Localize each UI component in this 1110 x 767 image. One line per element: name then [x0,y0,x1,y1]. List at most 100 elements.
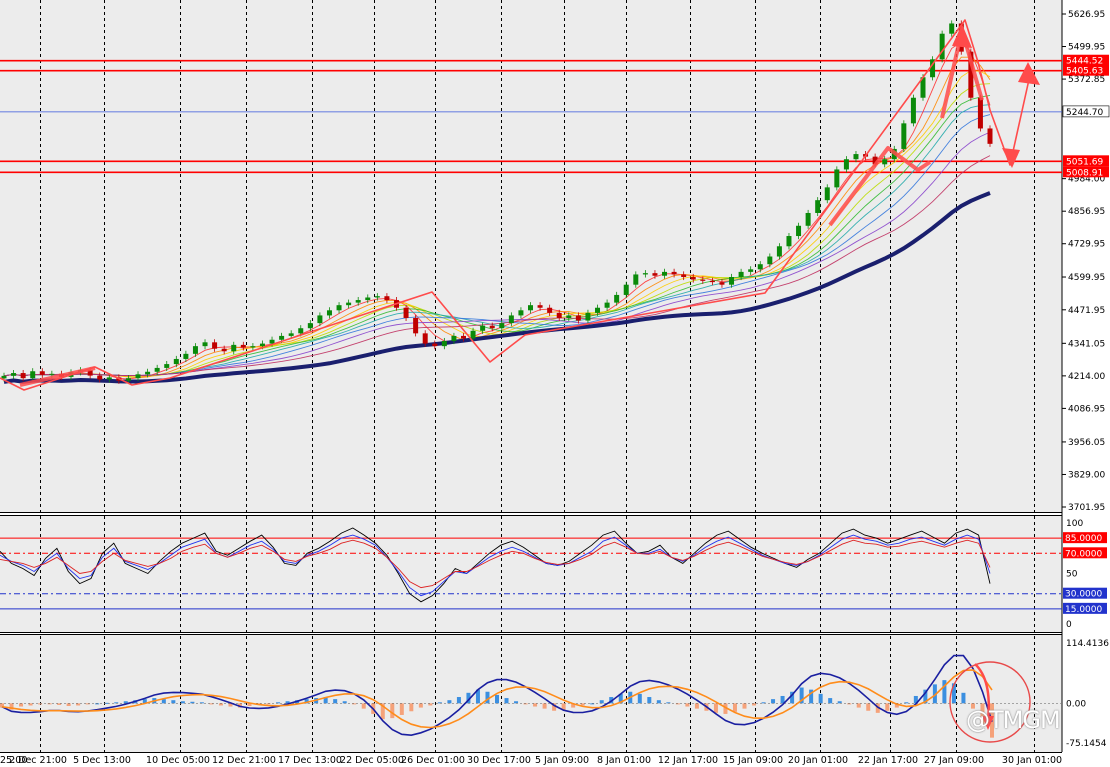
candle-body [374,296,380,298]
x-tick-label: 10 Dec 05:00 [146,755,210,766]
candle-body [939,33,945,60]
highlight-circle [949,661,1031,743]
hist-bar [323,697,328,704]
x-tick-label: 30 Jan 01:00 [1002,755,1062,766]
candle-body [212,342,218,349]
candle-body [460,335,466,339]
hist-bar [847,703,852,705]
y-tick-label: 4086.95 [1068,404,1105,414]
hist-bar [161,699,166,704]
y-tick-label: 4984.00 [1068,175,1105,185]
hist-bar [85,703,90,705]
hist-bar [361,703,366,709]
osc-level-badge [1063,587,1107,599]
hist-bar [856,703,861,708]
hist-bar [38,703,43,705]
candle-body [872,156,878,165]
hist-bar [437,702,442,704]
candle-body [796,225,802,237]
level-label: 5244.70 [1066,108,1103,118]
hist-bar [970,703,975,709]
candle-body [690,277,696,280]
candle-body [106,377,112,380]
candle-body [39,371,45,375]
hist-bar [885,703,890,711]
hist-bar [542,703,547,709]
hist-bar [523,703,528,705]
candle-body [480,325,486,331]
candle-body [259,343,265,347]
highlight-arrow-head [982,716,994,730]
level-badge [1063,64,1109,76]
candle-body [250,346,256,348]
trend-annotation [19,366,96,387]
candle-body [604,302,610,308]
x-tick-label: 12 Jan 17:00 [658,755,718,766]
level-label: 5405.63 [1066,67,1103,77]
candle-body [279,335,285,340]
candle-body [719,282,725,285]
candle-body [757,264,763,270]
candle-body [518,310,524,316]
hist-bar [333,699,338,704]
candle-body [87,370,93,376]
hist-bar [732,703,737,712]
slow-ma-line [3,191,991,384]
hist-bar [599,700,604,704]
hist-bar [666,702,671,704]
candle-body [700,279,706,281]
x-tick-label: 15 Jan 09:00 [723,755,783,766]
y-tick-label: 5499.95 [1068,43,1105,53]
y-tick-label: 3701.95 [1068,503,1105,513]
candle-body [776,246,782,257]
hist-bar [837,701,842,704]
panel-bg-2 [0,634,1062,752]
candle-body [49,373,55,375]
hist-bar [590,703,595,705]
hist-bar [228,703,233,707]
candle-body [853,154,859,160]
osc-tick-label: 0 [1066,620,1072,630]
hist-bar [809,689,814,704]
x-tick-label: 8 Jan 01:00 [597,755,651,766]
hist-tick-label: 114.4136 [1066,639,1109,649]
hist-bar [913,695,918,704]
candle-body [365,297,371,301]
level-label: 5051.69 [1066,157,1103,167]
candle-body [528,305,534,311]
arrow-head [952,24,972,48]
candle-body [221,348,227,352]
level-badge [1063,166,1109,178]
oscillator-line [0,539,991,589]
hist-bar [190,701,195,704]
hist-bar [771,699,776,704]
x-tick-label: 30 Dec 17:00 [467,755,531,766]
candle-body [441,341,447,347]
hist-bar [399,703,404,715]
x-tick-label: 2 Dec 21:00 [9,755,67,766]
hist-bar [799,687,804,704]
x-tick-label: 5 Dec 13:00 [73,755,131,766]
hist-tick-label: 0.00 [1066,699,1086,709]
x-tick-label: 27 Jan 09:00 [924,755,984,766]
candle-body [834,169,840,188]
hist-bar [380,703,385,720]
candle-body [489,325,495,329]
y-tick-label: 4214.00 [1068,372,1105,382]
hist-bar [418,703,423,708]
candle-body [384,296,390,301]
arrow-head [1002,148,1020,168]
hist-bar [276,702,281,704]
y-tick-label: 4729.95 [1068,240,1105,250]
candle-body [642,273,648,275]
hist-bar [199,702,204,704]
candle-body [231,344,237,352]
candle-body [662,271,668,276]
hist-bar [533,703,538,707]
hist-bar [352,703,357,705]
x-tick-label: 25:00 [0,755,27,766]
osc-level-badge [1063,547,1107,559]
hist-bar [171,700,176,704]
hist-bar [0,703,4,708]
